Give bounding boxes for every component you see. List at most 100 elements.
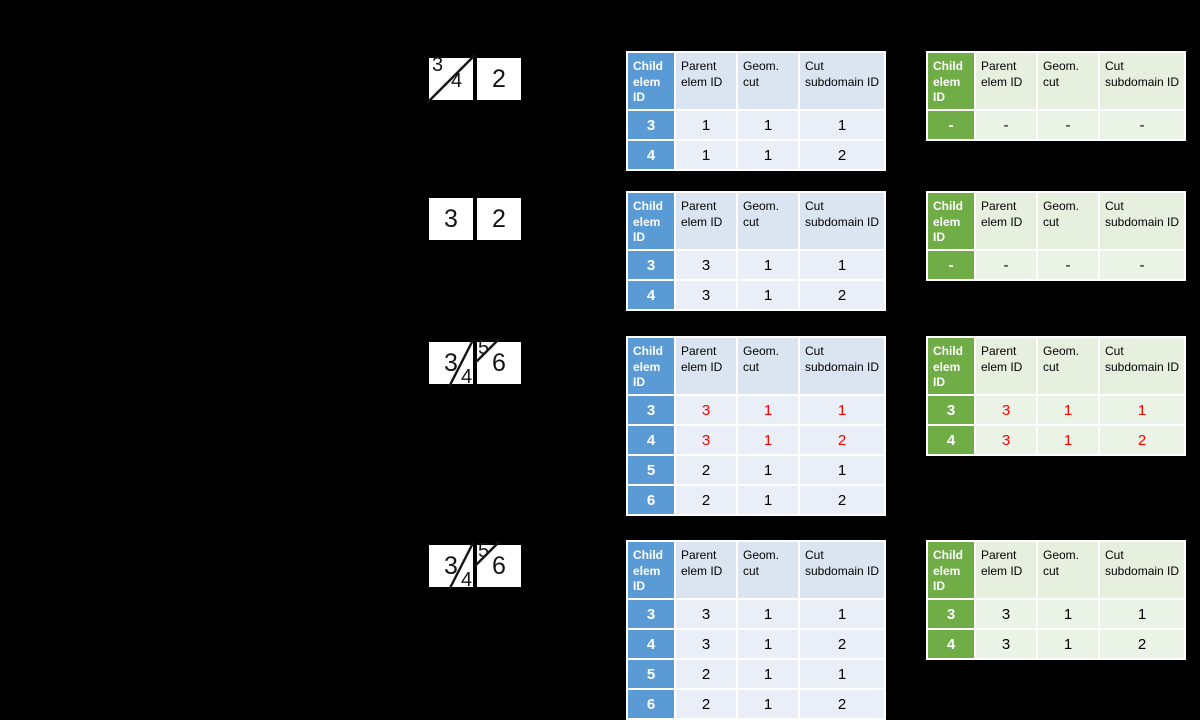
data-cell: 3 bbox=[676, 396, 736, 424]
blue-table-2: Child elem ID Parent elem ID Geom. cut Cut … bbox=[626, 191, 886, 311]
row-id-cell: 4 bbox=[628, 141, 674, 169]
cut-line bbox=[447, 339, 475, 388]
row-id-cell: 3 bbox=[628, 600, 674, 628]
data-cell: 2 bbox=[800, 141, 884, 169]
data-cell: 3 bbox=[976, 396, 1036, 424]
data-cell: 1 bbox=[676, 141, 736, 169]
data-cell: 2 bbox=[800, 486, 884, 514]
data-cell: 2 bbox=[676, 660, 736, 688]
header-cell: Cut subdomain ID bbox=[800, 338, 884, 394]
data-cell: 1 bbox=[738, 600, 798, 628]
element-label: 4 bbox=[461, 366, 473, 388]
header-cell: Geom. cut bbox=[1038, 542, 1098, 598]
header-cell-child-elem-id: Child elem ID bbox=[928, 53, 974, 109]
header-cell: Geom. cut bbox=[738, 193, 798, 249]
data-cell: 1 bbox=[738, 456, 798, 484]
data-cell: 1 bbox=[738, 396, 798, 424]
data-cell: 2 bbox=[1100, 630, 1184, 658]
element-label: 3 bbox=[444, 204, 458, 233]
header-cell: Geom. cut bbox=[1038, 338, 1098, 394]
green-table-2: Child elem ID Parent elem ID Geom. cut Cut … bbox=[926, 191, 1186, 281]
element-pair-diagram-2: 3 2 bbox=[429, 198, 521, 240]
data-cell: - bbox=[1038, 111, 1098, 139]
header-cell: Parent elem ID bbox=[976, 193, 1036, 249]
data-cell: - bbox=[976, 111, 1036, 139]
row-id-cell: 5 bbox=[628, 456, 674, 484]
element-label: 4 bbox=[461, 569, 473, 591]
row-id-cell: 4 bbox=[928, 426, 974, 454]
cut-line bbox=[474, 541, 500, 567]
row-id-cell: 3 bbox=[928, 396, 974, 424]
cut-line bbox=[447, 542, 475, 591]
data-cell: 1 bbox=[738, 690, 798, 718]
row-id-cell: 6 bbox=[628, 690, 674, 718]
green-table-1: Child elem ID Parent elem ID Geom. cut Cut … bbox=[926, 51, 1186, 141]
data-cell: 1 bbox=[800, 660, 884, 688]
row-id-cell: 4 bbox=[628, 281, 674, 309]
header-cell: Parent elem ID bbox=[676, 542, 736, 598]
header-cell: Geom. cut bbox=[1038, 53, 1098, 109]
header-cell-child-elem-id: Child elem ID bbox=[628, 338, 674, 394]
header-cell-child-elem-id: Child elem ID bbox=[628, 542, 674, 598]
data-cell: 3 bbox=[676, 281, 736, 309]
cut-line bbox=[426, 54, 476, 104]
row-id-cell: 4 bbox=[928, 630, 974, 658]
element-box: 3 4 bbox=[426, 54, 476, 104]
data-cell: 2 bbox=[800, 281, 884, 309]
data-cell: - bbox=[1100, 251, 1184, 279]
header-cell: Cut subdomain ID bbox=[1100, 193, 1184, 249]
element-label: 5 bbox=[478, 540, 490, 562]
data-cell: 1 bbox=[1100, 600, 1184, 628]
header-cell: Geom. cut bbox=[1038, 193, 1098, 249]
header-cell-child-elem-id: Child elem ID bbox=[928, 338, 974, 394]
element-box: 3 4 bbox=[429, 542, 475, 591]
element-box: 3 bbox=[429, 198, 473, 240]
data-cell: 1 bbox=[738, 251, 798, 279]
data-cell: 1 bbox=[800, 600, 884, 628]
header-cell: Cut subdomain ID bbox=[800, 542, 884, 598]
data-cell: 1 bbox=[1038, 426, 1098, 454]
data-cell: 1 bbox=[738, 281, 798, 309]
header-cell: Parent elem ID bbox=[976, 338, 1036, 394]
header-cell: Parent elem ID bbox=[676, 193, 736, 249]
row-id-cell: 3 bbox=[628, 111, 674, 139]
element-pair-diagram-3: 3 4 5 6 bbox=[429, 338, 521, 388]
row-id-cell: 4 bbox=[628, 630, 674, 658]
data-cell: 2 bbox=[800, 426, 884, 454]
data-cell: 2 bbox=[800, 690, 884, 718]
data-cell: - bbox=[1100, 111, 1184, 139]
data-cell: 1 bbox=[1038, 630, 1098, 658]
data-cell: 1 bbox=[676, 111, 736, 139]
data-cell: 1 bbox=[738, 111, 798, 139]
data-cell: - bbox=[1038, 251, 1098, 279]
row-id-cell: - bbox=[928, 111, 974, 139]
header-cell-child-elem-id: Child elem ID bbox=[628, 53, 674, 109]
element-label: 3 bbox=[444, 348, 458, 377]
data-cell: - bbox=[976, 251, 1036, 279]
element-box: 2 bbox=[477, 58, 521, 100]
blue-table-4: Child elem ID Parent elem ID Geom. cut Cut … bbox=[626, 540, 886, 720]
header-cell: Parent elem ID bbox=[976, 542, 1036, 598]
element-label: 6 bbox=[492, 551, 506, 580]
header-cell: Parent elem ID bbox=[676, 53, 736, 109]
row-id-cell: - bbox=[928, 251, 974, 279]
data-cell: 1 bbox=[1100, 396, 1184, 424]
header-cell-child-elem-id: Child elem ID bbox=[628, 193, 674, 249]
data-cell: 1 bbox=[1038, 600, 1098, 628]
data-cell: 1 bbox=[738, 660, 798, 688]
header-cell-child-elem-id: Child elem ID bbox=[928, 542, 974, 598]
row-id-cell: 3 bbox=[928, 600, 974, 628]
header-cell: Cut subdomain ID bbox=[800, 193, 884, 249]
data-cell: 3 bbox=[676, 600, 736, 628]
data-cell: 3 bbox=[976, 600, 1036, 628]
element-box: 2 bbox=[477, 198, 521, 240]
data-cell: 1 bbox=[738, 630, 798, 658]
data-cell: 3 bbox=[676, 630, 736, 658]
data-cell: 2 bbox=[800, 630, 884, 658]
header-cell: Cut subdomain ID bbox=[1100, 542, 1184, 598]
header-cell: Cut subdomain ID bbox=[1100, 338, 1184, 394]
element-pair-diagram-1: 3 4 2 bbox=[426, 54, 521, 104]
green-table-3: Child elem ID Parent elem ID Geom. cut Cut … bbox=[926, 336, 1186, 456]
element-label: 4 bbox=[451, 70, 463, 92]
